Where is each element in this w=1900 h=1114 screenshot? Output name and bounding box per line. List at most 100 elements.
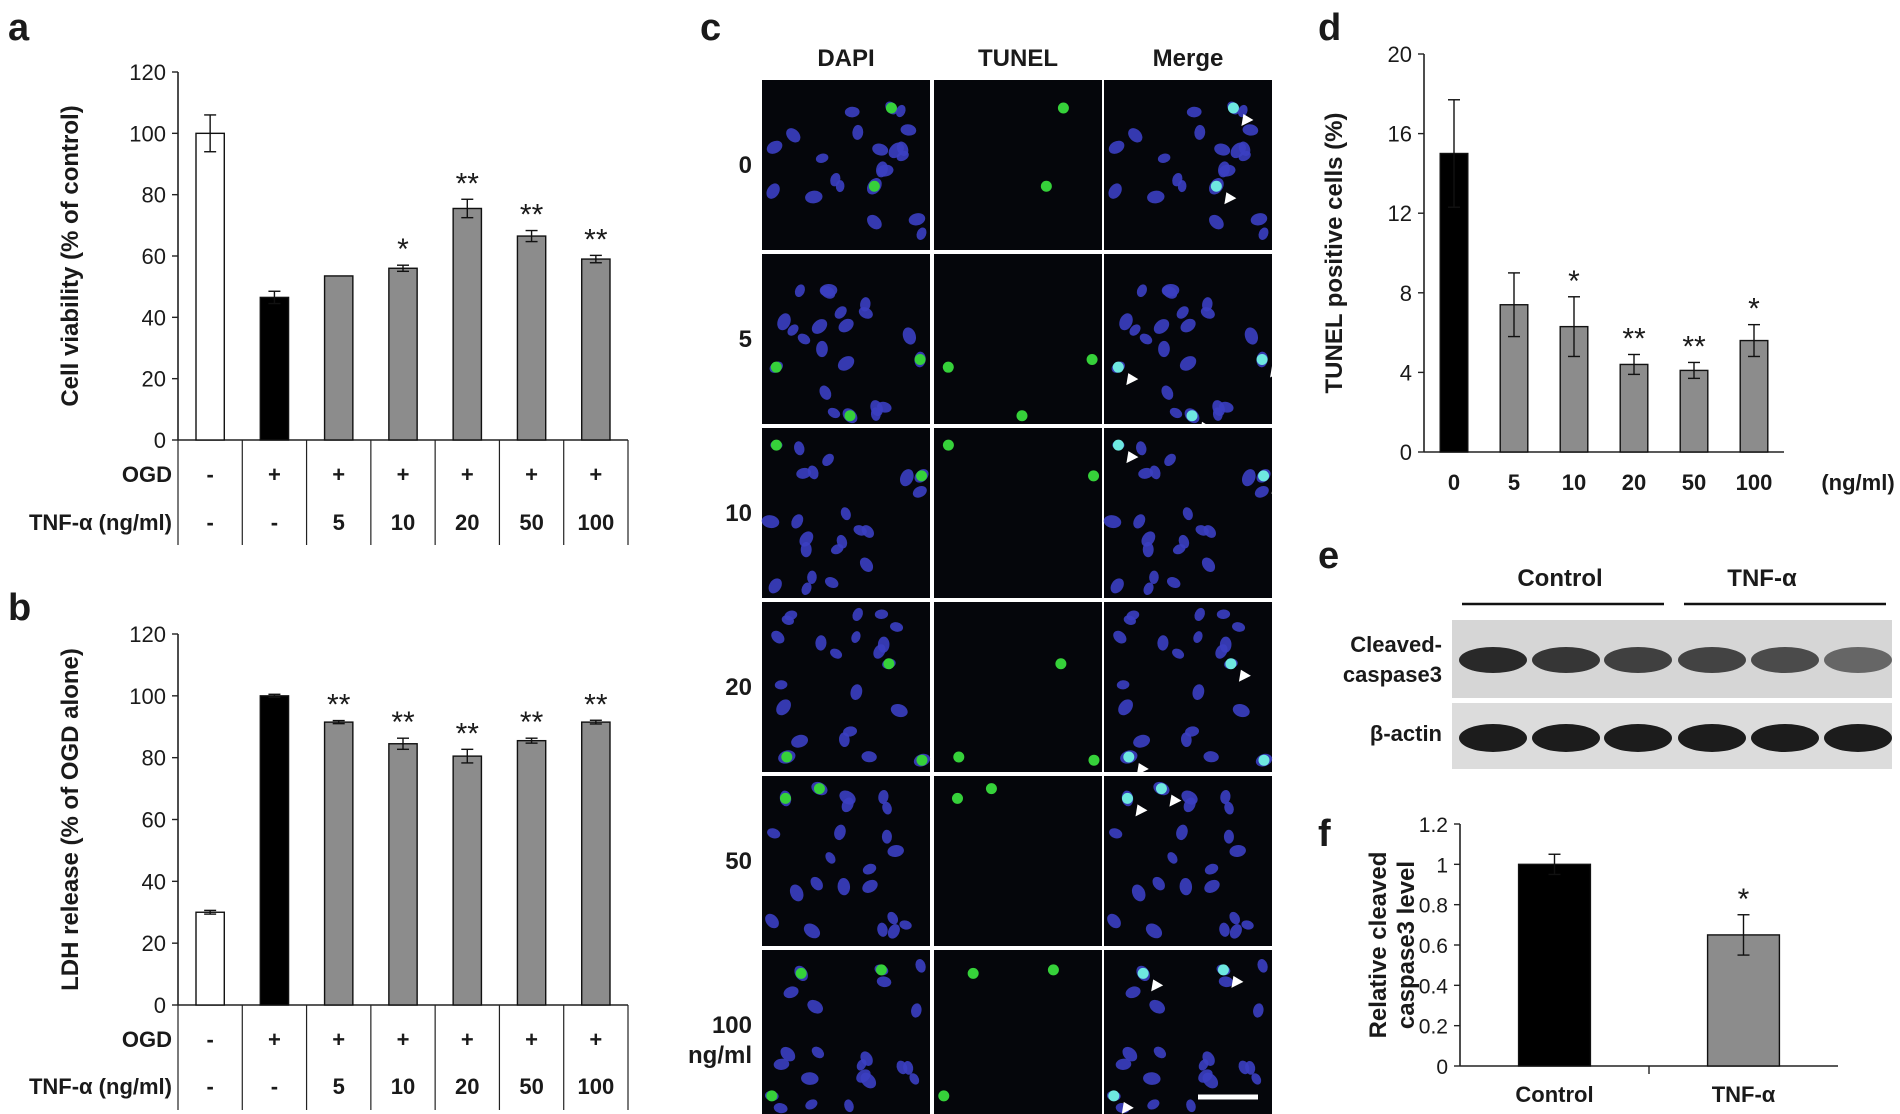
merged-positive-dot (1227, 102, 1239, 114)
nucleus-dot (1203, 525, 1216, 538)
y-tick-label: 20 (142, 931, 166, 956)
nucleus-dot (1214, 143, 1231, 156)
nucleus-dot (1219, 922, 1230, 937)
nucleus-dot (1182, 507, 1193, 521)
bar (1739, 339, 1769, 453)
nucleus-dot (1192, 684, 1205, 701)
nucleus-dot (859, 557, 874, 572)
nucleus-dot (916, 227, 927, 240)
arrowhead-marker (1270, 365, 1283, 378)
nucleus-dot (1172, 544, 1186, 555)
merged-positive-dot (1137, 967, 1149, 979)
nucleus-dot (878, 789, 889, 804)
nucleus-dot (787, 324, 799, 336)
x-tick-label: TNF-α (1712, 1082, 1776, 1107)
condition-cell: 50 (519, 510, 543, 535)
tunel-positive-dot (967, 967, 979, 979)
nucleus-dot (856, 1059, 867, 1071)
micrograph-tile (934, 80, 1102, 250)
nucleus-dot (1229, 844, 1246, 857)
y-tick-label: 40 (142, 869, 166, 894)
nucleus-dot (819, 385, 832, 400)
tunel-positive-dot (795, 967, 807, 979)
nucleus-dot (1115, 1058, 1132, 1070)
y-tick-label: 20 (142, 367, 166, 392)
significance-marker: * (1738, 883, 1750, 916)
nucleus-dot (1118, 699, 1133, 716)
nucleus-dot (1108, 183, 1122, 199)
nucleus-dot (811, 1046, 825, 1059)
nucleus-dot (810, 876, 823, 891)
beta-actin-band (1824, 724, 1892, 752)
nucleus-dot (856, 1069, 871, 1083)
nucleus-dot (797, 333, 811, 345)
nucleus-dot (791, 514, 804, 529)
nucleus-dot (1176, 306, 1189, 319)
nucleus-dot (1153, 1046, 1167, 1059)
arrowhead-marker (1271, 481, 1284, 494)
condition-cell: + (589, 462, 602, 487)
nucleus-dot (830, 648, 843, 659)
beta-actin-band (1678, 724, 1746, 752)
nucleus-dot (825, 852, 836, 864)
nucleus-dot (1161, 385, 1174, 400)
condition-cell: + (397, 1027, 410, 1052)
y-tick-label: 8 (1400, 281, 1412, 306)
nucleus-dot (1186, 1099, 1196, 1113)
merged-positive-dot (1121, 792, 1133, 804)
condition-cell: - (206, 1074, 213, 1099)
condition-cell: 20 (455, 1074, 479, 1099)
y-axis-label: caspase3 level (1393, 861, 1420, 1029)
nucleus-dot (765, 913, 779, 929)
micrograph-tile (934, 776, 1102, 946)
significance-marker: ** (584, 688, 608, 721)
microscopy-panel: DAPI TUNEL Merge 0 5 10 20 50 100 ng/ml (688, 45, 1284, 1114)
tunel-positive-dot (1086, 353, 1098, 365)
band-label: β-actin (1370, 721, 1442, 746)
nucleus-dot (1149, 999, 1165, 1014)
nucleus-dot (1147, 1099, 1160, 1110)
y-tick-label: 60 (142, 244, 166, 269)
nucleus-dot (1176, 824, 1188, 841)
nucleus-dot (1108, 140, 1125, 154)
nucleus-dot (858, 307, 873, 319)
tunel-positive-dot (844, 410, 856, 422)
bar (259, 296, 290, 441)
nucleus-dot (815, 635, 827, 651)
condition-cell: + (525, 1027, 538, 1052)
nucleus-dot (771, 630, 785, 644)
nucleus-dot (843, 726, 858, 737)
nucleus-dot (773, 1058, 790, 1070)
significance-marker: ** (520, 706, 544, 739)
nucleus-dot (801, 1072, 819, 1085)
chart-f-cleaved-caspase3: 0 0.2 0.4 0.6 0.8 1 1.2 Relative cleaved caspase… (1365, 814, 1838, 1107)
condition-cell: 100 (577, 510, 614, 535)
tunel-positive-dot (942, 361, 954, 373)
arrowhead-marker (1231, 975, 1244, 988)
nucleus-dot (1172, 648, 1185, 659)
nucleus-dot (1194, 124, 1206, 140)
column-header: DAPI (817, 45, 874, 72)
nucleus-dot (1258, 227, 1269, 240)
nucleus-dot (1218, 976, 1234, 988)
nucleus-dot (882, 801, 892, 815)
nucleus-dot (909, 1073, 920, 1085)
nucleus-dot (777, 313, 791, 331)
nucleus-dot (1157, 635, 1169, 651)
column-header: TUNEL (978, 45, 1058, 72)
condition-cell: + (525, 462, 538, 487)
arrowhead-marker (1135, 804, 1148, 817)
nucleus-dot (1232, 703, 1250, 718)
nucleus-dot (1161, 283, 1180, 297)
nucleus-dot (1238, 150, 1251, 162)
x-tick-label: 0 (1448, 470, 1460, 495)
merged-positive-dot (1225, 658, 1237, 670)
nucleus-dot (841, 797, 854, 813)
nucleus-dot (874, 609, 889, 620)
micrograph-tile (762, 254, 930, 424)
x-tick-label: 5 (1508, 470, 1520, 495)
tunel-positive-dot (953, 751, 965, 763)
tunel-positive-dot (1088, 470, 1100, 482)
western-blot-panel: Control TNF-α Cleaved-caspase3 β-actin (1343, 565, 1892, 769)
nucleus-dot (807, 570, 817, 584)
